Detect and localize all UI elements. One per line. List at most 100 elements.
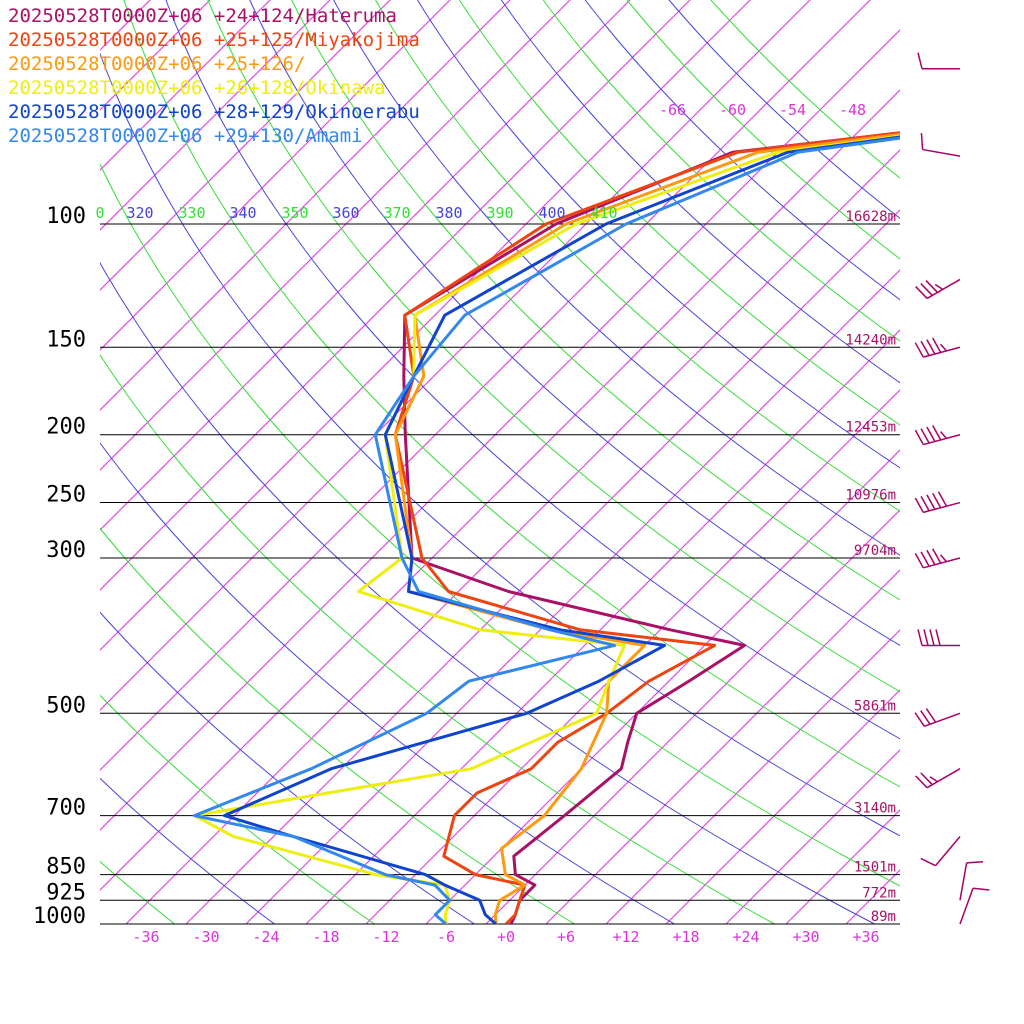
- isotherm-line: [966, 0, 1024, 924]
- equivalent-potential-temperature-line: [375, 0, 900, 512]
- legend-entry: 20250528T0000Z+06 +25+125/Miyakojima: [8, 29, 420, 51]
- pressure-label: 700: [46, 796, 86, 821]
- theta-label: 370: [383, 204, 410, 222]
- potential-temperature-line: [668, 0, 900, 219]
- height-label: 10976m: [845, 488, 896, 504]
- wind-barb: [917, 52, 960, 70]
- isobars: [100, 223, 900, 925]
- potential-temperature-line: [249, 0, 900, 646]
- equivalent-potential-temperature-line: [100, 354, 775, 924]
- theta-label: 380: [435, 204, 462, 222]
- theta-label: 400: [538, 204, 565, 222]
- height-label: 14240m: [845, 332, 896, 348]
- height-label: 772m: [862, 885, 896, 901]
- equivalent-potential-temperature-line: [626, 0, 900, 260]
- temperature-tick-label: -30: [192, 928, 219, 946]
- legend-entry: 20250528T0000Z+06 +25+126/: [8, 53, 306, 75]
- wind-barb: [914, 548, 961, 569]
- isotherm-line: [305, 329, 900, 924]
- wind-barb: [920, 133, 961, 157]
- equivalent-potential-temperature-line: [123, 0, 900, 788]
- equivalent-potential-temperature-line: [100, 162, 900, 887]
- isotherm-line: [605, 629, 900, 924]
- potential-temperature-line: [100, 611, 475, 924]
- wind-barb: [914, 337, 961, 358]
- theta-label: 320: [126, 204, 153, 222]
- pressure-label: 250: [46, 483, 86, 508]
- isotherm-line: [785, 809, 900, 924]
- potential-temperature-line: [500, 0, 900, 384]
- isotherm-line: [906, 0, 1024, 924]
- equivalent-potential-temperature-line: [207, 0, 900, 693]
- wind-barbs: [914, 52, 990, 925]
- equivalent-potential-temperature-line: [542, 0, 900, 342]
- isotherm-label: -54: [779, 101, 806, 119]
- temperature-tick-label: +24: [732, 928, 759, 946]
- height-label: 5861m: [854, 698, 896, 714]
- wind-barb: [915, 278, 961, 300]
- legend-entry: 20250528T0000Z+06 +29+130/Amami: [8, 125, 363, 147]
- potential-temperature-line: [417, 0, 900, 469]
- height-label: 16628m: [845, 209, 896, 225]
- legend-entry: 20250528T0000Z+06 +26+128/Okinawa: [8, 77, 386, 99]
- pressure-label: 300: [46, 538, 86, 563]
- wind-barb: [917, 629, 960, 647]
- wind-barb: [959, 860, 984, 901]
- pressure-label: 200: [46, 415, 86, 440]
- temperature-profiles: [192, 131, 900, 924]
- isotherm-line: [545, 569, 900, 924]
- equivalent-potential-temperature-line: [100, 694, 375, 924]
- potential-temperature-line: [333, 0, 900, 556]
- wind-barb: [920, 836, 961, 867]
- temperature-tick-label: +12: [612, 928, 639, 946]
- pressure-label: 925: [46, 880, 86, 905]
- wind-barb: [959, 887, 990, 925]
- pressure-label: 100: [46, 204, 86, 229]
- theta-label: 330: [178, 204, 205, 222]
- series-line: [402, 131, 900, 924]
- theta-label: 360: [332, 204, 359, 222]
- wind-barb: [914, 491, 961, 514]
- legend-entry: 20250528T0000Z+06 +24+124/Hateruma: [8, 5, 397, 27]
- isotherm-line: [245, 269, 900, 924]
- theta-label: 0: [95, 204, 104, 222]
- height-label: 12453m: [845, 420, 896, 436]
- height-label: 3140m: [854, 801, 896, 817]
- pressure-label: 150: [46, 327, 86, 352]
- potential-temperature-line: [100, 261, 875, 924]
- theta-label: 350: [281, 204, 308, 222]
- temperature-tick-label: +0: [497, 928, 515, 946]
- height-label: 9704m: [854, 543, 896, 559]
- equivalent-potential-temperature-line: [100, 527, 575, 924]
- equivalent-potential-temperature-line: [291, 0, 900, 601]
- isotherm-label: -60: [719, 101, 746, 119]
- wind-barb: [915, 768, 961, 789]
- series-line: [393, 131, 900, 924]
- pressure-label: 1000: [33, 904, 86, 929]
- axis-labels: 100 16628m 150 14240m 200 12453m 250 10976m 300 9…: [33, 101, 896, 946]
- series-line: [393, 132, 900, 924]
- equivalent-potential-temperature-line: [710, 0, 900, 179]
- isotherm-line: [425, 449, 900, 924]
- temperature-tick-label: +30: [792, 928, 819, 946]
- theta-label: 340: [229, 204, 256, 222]
- legend-entry: 20250528T0000Z+06 +28+129/Okinoerabu: [8, 101, 420, 123]
- theta-label: 410: [590, 204, 617, 222]
- potential-temperature-line: [100, 52, 900, 837]
- temperature-tick-label: +18: [672, 928, 699, 946]
- isotherm-line: [485, 509, 900, 924]
- temperature-tick-label: -36: [132, 928, 159, 946]
- series-line: [222, 135, 900, 924]
- pressure-label: 500: [46, 693, 86, 718]
- isotherm-label: -48: [839, 101, 866, 119]
- isotherm-line: [365, 389, 900, 924]
- potential-temperature-line: [100, 442, 675, 924]
- equivalent-potential-temperature-line: [458, 0, 900, 426]
- wind-barb: [914, 708, 961, 727]
- height-label: 89m: [871, 909, 896, 925]
- temperature-tick-label: -18: [312, 928, 339, 946]
- temperature-tick-label: -6: [437, 928, 455, 946]
- series-line: [192, 136, 900, 924]
- height-label: 1501m: [854, 860, 896, 876]
